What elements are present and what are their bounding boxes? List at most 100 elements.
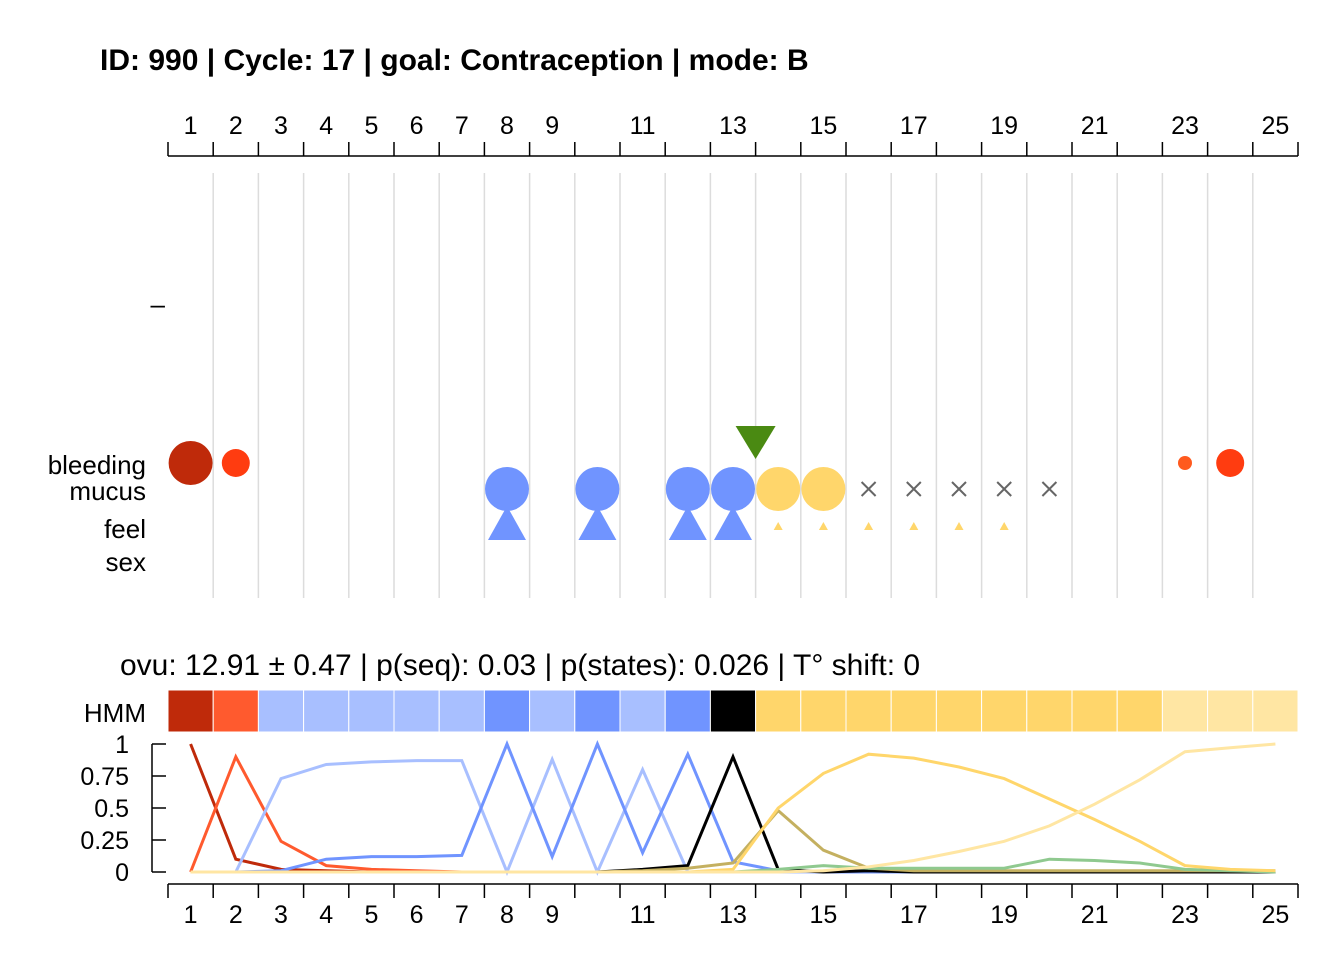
top-tick-label: 3 bbox=[274, 112, 288, 140]
feel-triangle bbox=[714, 506, 752, 540]
bottom-tick-label: 1 bbox=[184, 901, 198, 929]
mucus-dot bbox=[665, 467, 710, 511]
top-tick-label: 5 bbox=[364, 112, 378, 140]
feel-triangle bbox=[999, 522, 1009, 530]
state-probability-line bbox=[190, 755, 1276, 877]
hmm-state-cell bbox=[1207, 689, 1254, 733]
hmm-state-cell bbox=[167, 689, 214, 733]
hmm-state-cell bbox=[529, 689, 576, 733]
bottom-tick-label: 25 bbox=[1261, 901, 1289, 929]
feel-triangle bbox=[578, 506, 617, 540]
feel-triangle bbox=[954, 522, 964, 530]
state-probability-lines bbox=[189, 739, 1276, 877]
probability-tick-label: 0.5 bbox=[94, 795, 129, 823]
feel-triangle bbox=[864, 522, 874, 530]
state-probability-line bbox=[190, 752, 1276, 874]
hmm-state-cell bbox=[845, 689, 892, 733]
hmm-state-cell bbox=[1161, 689, 1209, 733]
feel-triangle bbox=[773, 522, 783, 530]
hmm-state-cell bbox=[438, 689, 485, 733]
hmm-state-cell bbox=[348, 689, 395, 733]
hmm-state-cell bbox=[1116, 689, 1163, 733]
mucus-dot bbox=[801, 467, 846, 511]
bottom-tick-label: 3 bbox=[274, 901, 288, 929]
top-tick-label: 15 bbox=[809, 112, 837, 140]
top-tick-label: 7 bbox=[455, 112, 469, 140]
hmm-state-cell bbox=[890, 689, 937, 733]
bleeding-dot bbox=[221, 449, 250, 477]
hmm-state-cell bbox=[574, 689, 621, 733]
bottom-tick-label: 19 bbox=[990, 901, 1018, 929]
hmm-state-cell bbox=[483, 689, 531, 733]
bottom-tick-label: 5 bbox=[364, 901, 378, 929]
top-tick-label: 6 bbox=[410, 112, 424, 140]
top-tick-label: 21 bbox=[1081, 112, 1109, 140]
top-tick-label: 4 bbox=[319, 112, 333, 140]
mucus-dot bbox=[756, 467, 801, 511]
top-tick-label: 1 bbox=[184, 112, 198, 140]
state-probability-line bbox=[189, 753, 1276, 874]
bottom-tick-label: 8 bbox=[500, 901, 514, 929]
chart-title: ID: 990 | Cycle: 17 | goal: Contraceptio… bbox=[100, 44, 809, 77]
probability-axis: 0 0.25 0.5 0.75 1 bbox=[80, 731, 166, 887]
probability-tick-label: 0.25 bbox=[80, 827, 129, 855]
hmm-state-cell bbox=[1252, 689, 1299, 733]
top-tick-label: 17 bbox=[900, 112, 928, 140]
state-probability-line bbox=[190, 742, 1276, 874]
top-tick-label: 11 bbox=[630, 112, 656, 140]
bottom-tick-label: 6 bbox=[410, 901, 424, 929]
bottom-tick-label: 2 bbox=[229, 901, 243, 929]
bleeding-label: bleeding bbox=[48, 450, 146, 480]
bottom-day-axis: 1 2 3 4 5 6 7 8 9 11 13 15 17 19 21 23 25 bbox=[167, 883, 1299, 929]
hmm-state-cell bbox=[257, 689, 305, 733]
bottom-tick-label: 4 bbox=[319, 901, 333, 929]
top-day-axis: 1 2 3 4 5 6 7 8 9 11 13 15 17 19 21 23 25 bbox=[167, 112, 1299, 157]
state-probability-line bbox=[190, 752, 1276, 874]
bleeding-dot bbox=[168, 441, 213, 485]
bleeding-dot bbox=[1178, 456, 1192, 470]
stats-line: ovu: 12.91 ± 0.47 | p(seq): 0.03 | p(sta… bbox=[120, 649, 920, 682]
hmm-state-cell bbox=[1026, 689, 1073, 733]
mucus-dot bbox=[485, 467, 529, 511]
mucus-dot bbox=[575, 467, 620, 511]
mucus-cross bbox=[951, 481, 967, 497]
temperature-dash-label: – bbox=[151, 289, 166, 319]
ovulation-marker bbox=[735, 426, 776, 459]
bottom-tick-label: 13 bbox=[719, 901, 747, 929]
hmm-state-cell bbox=[393, 689, 440, 733]
observation-marks bbox=[168, 426, 1245, 540]
hmm-state-cell bbox=[1071, 689, 1118, 733]
hmm-state-cell bbox=[709, 689, 757, 733]
bleeding-dot bbox=[1216, 449, 1245, 477]
top-tick-label: 23 bbox=[1171, 112, 1199, 140]
bottom-tick-label: 17 bbox=[900, 901, 928, 929]
hmm-state-cell bbox=[619, 689, 666, 733]
probability-tick-label: 0 bbox=[115, 859, 129, 887]
hmm-state-cell bbox=[981, 689, 1028, 733]
top-tick-label: 9 bbox=[545, 112, 559, 140]
bottom-tick-label: 7 bbox=[455, 901, 469, 929]
probability-tick-label: 0.75 bbox=[80, 763, 129, 791]
hmm-state-bar bbox=[167, 689, 1299, 733]
top-tick-label: 19 bbox=[990, 112, 1018, 140]
sex-label: sex bbox=[106, 547, 146, 577]
mucus-cross bbox=[860, 481, 877, 497]
mucus-dot bbox=[711, 467, 755, 511]
hmm-state-cell bbox=[755, 689, 802, 733]
feel-label: feel bbox=[104, 514, 146, 544]
bottom-tick-label: 21 bbox=[1081, 901, 1109, 929]
mucus-cross bbox=[996, 481, 1012, 497]
probability-tick-label: 1 bbox=[115, 731, 129, 759]
hmm-state-cell bbox=[935, 689, 983, 733]
bottom-tick-label: 9 bbox=[545, 901, 559, 929]
mucus-cross bbox=[1041, 481, 1058, 497]
bottom-tick-label: 23 bbox=[1171, 901, 1199, 929]
top-tick-label: 25 bbox=[1261, 112, 1289, 140]
top-tick-label: 13 bbox=[719, 112, 747, 140]
hmm-state-cell bbox=[212, 689, 259, 733]
bottom-tick-label: 11 bbox=[630, 901, 656, 929]
hmm-state-cell bbox=[664, 689, 711, 733]
feel-triangle bbox=[488, 506, 526, 540]
hmm-state-cell bbox=[303, 689, 350, 733]
